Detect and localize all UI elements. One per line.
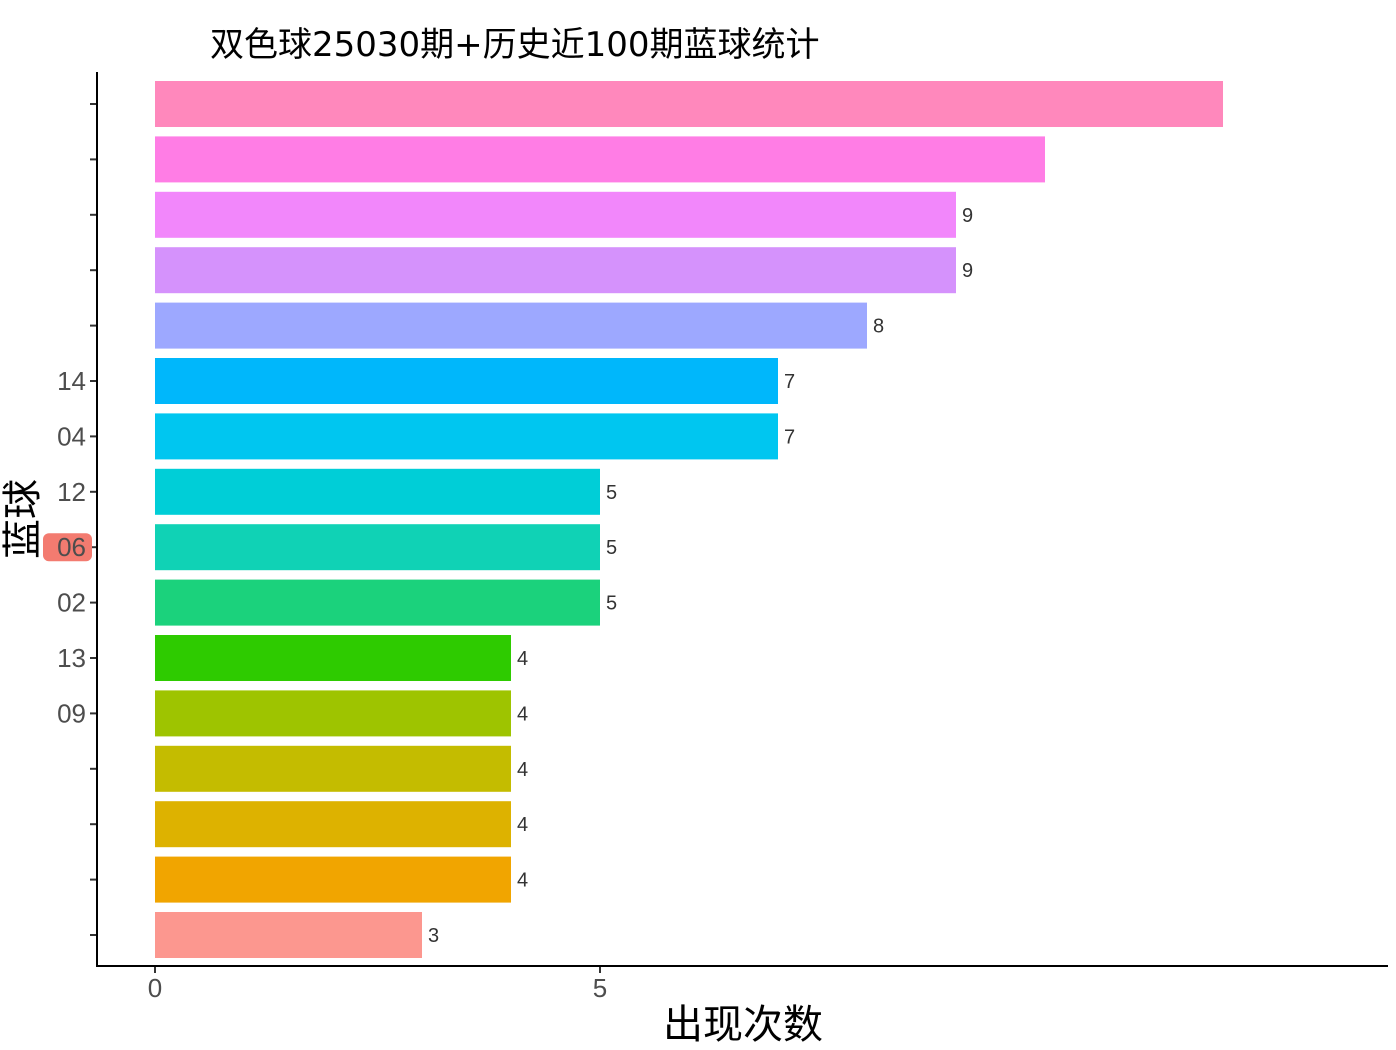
bar: [155, 801, 511, 848]
bar: [155, 856, 511, 903]
y-tick-label: 02: [57, 588, 86, 618]
bar: [155, 247, 956, 294]
chart-title: 双色球25030期+历史近100期蓝球统计: [210, 25, 820, 65]
x-tick-label: 5: [593, 973, 607, 1003]
bar: [155, 690, 511, 737]
y-tick-label: 12: [57, 477, 86, 507]
y-tick-label: 04: [57, 421, 86, 451]
data-label: 7: [784, 426, 795, 448]
data-label: 4: [517, 870, 528, 892]
y-tick-label: 14: [57, 366, 86, 396]
bar: [155, 912, 422, 958]
x-tick-label: 0: [148, 973, 162, 1003]
data-label: 4: [517, 759, 528, 781]
y-tick-label: 06: [57, 532, 86, 562]
data-label: 9: [962, 205, 973, 227]
y-tick-label: 13: [57, 643, 86, 673]
highlight-badge: [43, 533, 92, 562]
bars-group: 9 9 8 7 7 5 5 5 4 4 4 4 4 3: [155, 81, 1223, 958]
data-label: 4: [517, 814, 528, 836]
bar: [155, 81, 1223, 127]
data-label: 4: [517, 703, 528, 725]
bar: [155, 745, 511, 792]
data-label: 5: [606, 537, 617, 559]
bar: [155, 635, 511, 681]
bar: [155, 191, 956, 238]
data-label: 7: [784, 371, 795, 393]
y-axis-title: 蓝球: [0, 479, 46, 559]
bar: [155, 413, 778, 460]
x-axis-title: 出现次数: [663, 1002, 823, 1048]
bar: [155, 524, 600, 571]
bar: [155, 468, 600, 515]
data-label: 4: [517, 648, 528, 670]
data-label: 3: [428, 925, 439, 947]
bar: [155, 358, 778, 404]
bar: [155, 579, 600, 626]
data-label: 9: [962, 260, 973, 282]
data-label: 5: [606, 593, 617, 615]
data-label: 8: [873, 316, 884, 338]
y-axis-ticks: 14 04 12 06 02 13 09: [43, 103, 97, 936]
data-label: 5: [606, 482, 617, 504]
bar: [155, 302, 867, 349]
y-tick-label: 09: [57, 698, 86, 728]
bar: [155, 136, 1045, 183]
